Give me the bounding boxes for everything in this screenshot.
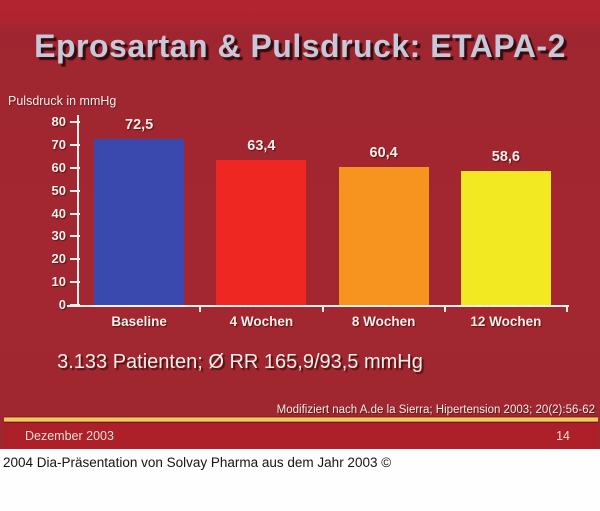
patients-note: 3.133 Patienten; Ø RR 165,9/93,5 mmHg xyxy=(57,351,423,373)
y-axis-title: Pulsdruck in mmHg xyxy=(8,94,117,108)
bar-8-wochen xyxy=(338,166,429,305)
separator-line xyxy=(4,416,598,423)
caption-text: 2004 Dia-Präsentation von Solvay Pharma … xyxy=(3,455,392,470)
y-axis-label: 30 xyxy=(51,228,66,244)
y-axis-tick xyxy=(70,121,80,123)
y-axis-label: 50 xyxy=(51,182,66,198)
y-axis-label: 40 xyxy=(51,205,66,221)
citation-text: Modifiziert nach A.de la Sierra; Hiperte… xyxy=(276,404,595,416)
bar-value-label: 58,6 xyxy=(491,148,520,165)
y-axis-tick xyxy=(70,258,80,261)
category-label: 4 Wochen xyxy=(229,314,294,329)
x-axis-tick xyxy=(199,307,202,312)
y-axis-label: 70 xyxy=(51,136,66,152)
y-axis-tick xyxy=(70,189,80,192)
footer-date: Dezember 2003 xyxy=(25,429,114,443)
slide-title: Eprosartan & Pulsdruck: ETAPA-2 xyxy=(34,28,566,64)
y-axis-label: 10 xyxy=(51,274,66,290)
y-axis-label: 80 xyxy=(51,114,66,129)
bar-12-wochen xyxy=(460,170,551,305)
y-axis-tick xyxy=(70,304,80,306)
caption-area: 2004 Dia-Präsentation von Solvay Pharma … xyxy=(0,449,600,511)
x-axis-tick xyxy=(321,307,324,312)
y-axis-tick xyxy=(70,166,80,169)
x-axis-line xyxy=(67,305,569,307)
y-axis-label: 0 xyxy=(58,297,66,312)
footer-bar: Dezember 2003 14 xyxy=(4,423,598,449)
bar-4-wochen xyxy=(216,159,307,305)
bar-baseline xyxy=(94,139,185,305)
bar-chart: 0 10 20 30 40 50 60 70 80 72,5 Baseline 63,4 4 Woche… xyxy=(51,114,569,329)
presentation-slide: Eprosartan & Pulsdruck: ETAPA-2 Pulsdruc… xyxy=(0,0,600,449)
y-axis-tick xyxy=(70,143,80,146)
y-axis-label: 60 xyxy=(51,159,66,175)
bar-value-label: 63,4 xyxy=(247,137,276,154)
x-axis-tick xyxy=(566,307,568,312)
y-axis-tick xyxy=(70,281,80,284)
bar-value-label: 60,4 xyxy=(369,144,398,161)
page-number: 14 xyxy=(556,429,570,443)
category-label: 12 Wochen xyxy=(470,314,542,329)
y-axis-tick xyxy=(70,235,80,238)
y-axis-label: 20 xyxy=(51,251,66,267)
category-label: 8 Wochen xyxy=(351,314,416,329)
category-label: Baseline xyxy=(111,314,167,329)
x-axis-tick xyxy=(443,307,446,312)
y-axis-line xyxy=(77,115,79,307)
y-axis-tick xyxy=(70,212,80,215)
bar-value-label: 72,5 xyxy=(125,117,154,134)
